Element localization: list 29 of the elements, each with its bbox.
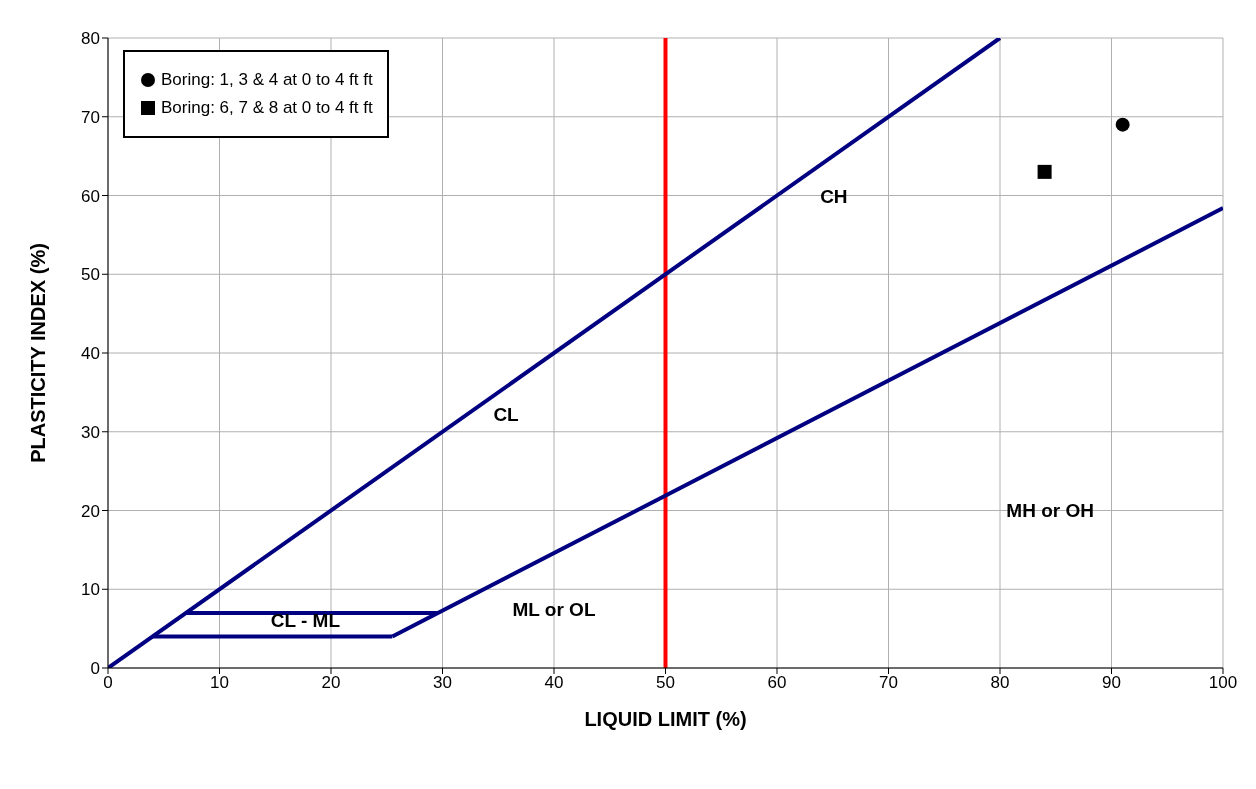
y-tick-label: 70 [81, 107, 100, 127]
y-axis-title: PLASTICITY INDEX (%) [27, 243, 50, 463]
y-tick-label: 10 [81, 580, 100, 600]
annotation: MH or OH [1006, 499, 1094, 522]
y-tick-label: 60 [81, 186, 100, 206]
annotation: CL - ML [270, 610, 340, 633]
x-tick-label: 30 [433, 673, 452, 693]
y-tick-label: 0 [90, 659, 100, 679]
annotation: CH [820, 186, 848, 209]
x-tick-label: 80 [990, 673, 1010, 693]
annotation: CL [493, 403, 519, 426]
x-tick-label: 40 [544, 673, 564, 693]
y-tick-label: 80 [81, 29, 100, 49]
x-tick-label: 50 [656, 673, 675, 693]
x-tick-label: 90 [1102, 673, 1121, 693]
x-tick-label: 60 [767, 673, 787, 693]
y-tick-label: 20 [81, 501, 100, 521]
legend-label: Boring: 6, 7 & 8 at 0 to 4 ft ft [161, 98, 373, 118]
y-tick-label: 40 [81, 344, 100, 364]
y-tick-label: 30 [81, 422, 100, 442]
y-tick-label: 50 [81, 265, 100, 285]
x-tick-label: 0 [103, 673, 113, 693]
x-tick-label: 10 [210, 673, 229, 693]
x-tick-label: 20 [321, 673, 341, 693]
x-axis-title: LIQUID LIMIT (%) [584, 708, 747, 730]
x-tick-label: 70 [879, 673, 898, 693]
annotation: ML or OL [512, 599, 596, 622]
legend-label: Boring: 1, 3 & 4 at 0 to 4 ft ft [161, 70, 373, 90]
x-tick-label: 100 [1208, 673, 1238, 693]
